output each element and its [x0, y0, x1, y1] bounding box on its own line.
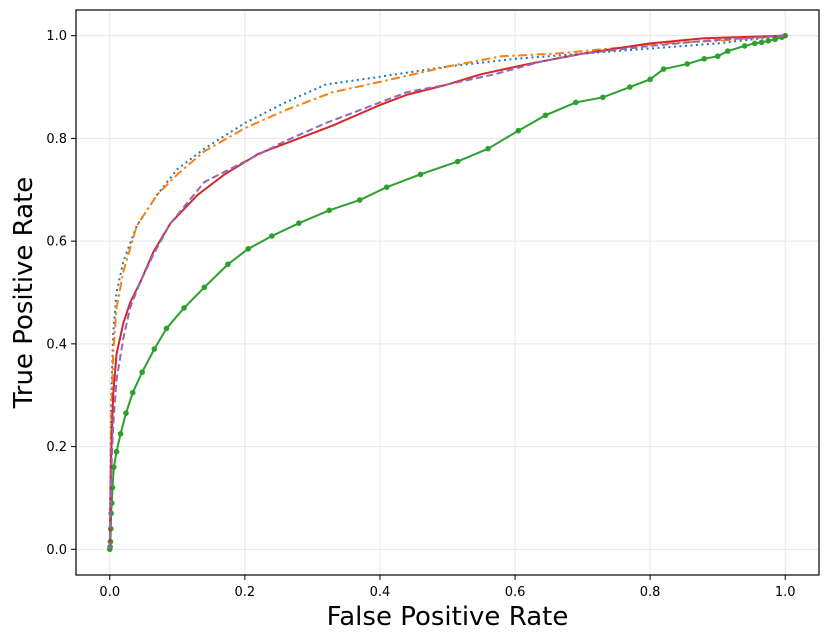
data-point	[383, 184, 390, 191]
axes-frame	[75, 9, 820, 576]
series-5	[108, 34, 786, 550]
data-point	[714, 53, 721, 60]
data-point	[181, 305, 187, 311]
data-point	[515, 127, 522, 134]
data-point	[201, 284, 208, 291]
y-tick-label: 0.8	[46, 132, 67, 147]
data-point	[139, 369, 145, 375]
data-point	[163, 325, 170, 332]
grid	[76, 10, 819, 575]
series-line	[108, 34, 786, 550]
axis-ticks: 0.0 0.2 0.4 0.6 0.8 1.0 0.0 0.2 0.4 0.6 0.8 1.0	[46, 29, 795, 600]
series-line	[108, 34, 786, 550]
data-point	[573, 99, 579, 106]
data-point	[129, 389, 136, 396]
data-point	[356, 197, 363, 203]
series-1	[108, 34, 786, 550]
data-point	[741, 43, 748, 49]
x-tick-label: 0.8	[640, 585, 661, 600]
series-line	[108, 34, 786, 550]
data-point	[454, 158, 461, 165]
x-tick-label: 0.0	[99, 585, 120, 600]
data-point	[765, 38, 772, 44]
data-point	[542, 112, 549, 119]
y-tick-label: 0.6	[46, 235, 67, 250]
y-tick-label: 0.2	[46, 440, 67, 455]
series-2	[108, 34, 786, 550]
plot-area	[106, 32, 789, 553]
data-point	[660, 66, 667, 72]
data-point	[113, 448, 120, 455]
data-point	[772, 36, 778, 43]
data-point	[647, 76, 653, 83]
data-point	[151, 346, 158, 352]
data-point	[758, 39, 765, 46]
data-point	[296, 220, 302, 226]
x-tick-label: 0.4	[370, 585, 391, 600]
y-axis-title: True Positive Rate	[9, 177, 39, 410]
data-point	[117, 430, 124, 437]
x-tick-label: 1.0	[775, 585, 796, 600]
data-point	[417, 171, 424, 178]
data-point	[245, 246, 252, 252]
series-4	[108, 34, 786, 550]
x-tick-label: 0.6	[505, 585, 526, 600]
y-tick-label: 1.0	[46, 29, 67, 44]
data-point	[111, 464, 117, 470]
data-point	[627, 84, 633, 90]
data-point	[701, 55, 707, 62]
data-point	[725, 48, 731, 54]
y-tick-label: 0.4	[46, 337, 67, 352]
x-axis-title: False Positive Rate	[327, 602, 569, 632]
data-point	[326, 207, 333, 214]
y-tick-label: 0.0	[46, 543, 67, 558]
data-point	[600, 94, 606, 101]
series-3	[106, 32, 789, 553]
data-point	[684, 61, 691, 67]
x-tick-label: 0.2	[235, 585, 256, 600]
data-point	[485, 145, 491, 152]
data-point	[269, 233, 275, 239]
series-line	[108, 34, 786, 550]
data-point	[123, 410, 129, 417]
data-point	[752, 40, 758, 47]
series-line	[108, 34, 786, 550]
data-point	[225, 261, 231, 268]
